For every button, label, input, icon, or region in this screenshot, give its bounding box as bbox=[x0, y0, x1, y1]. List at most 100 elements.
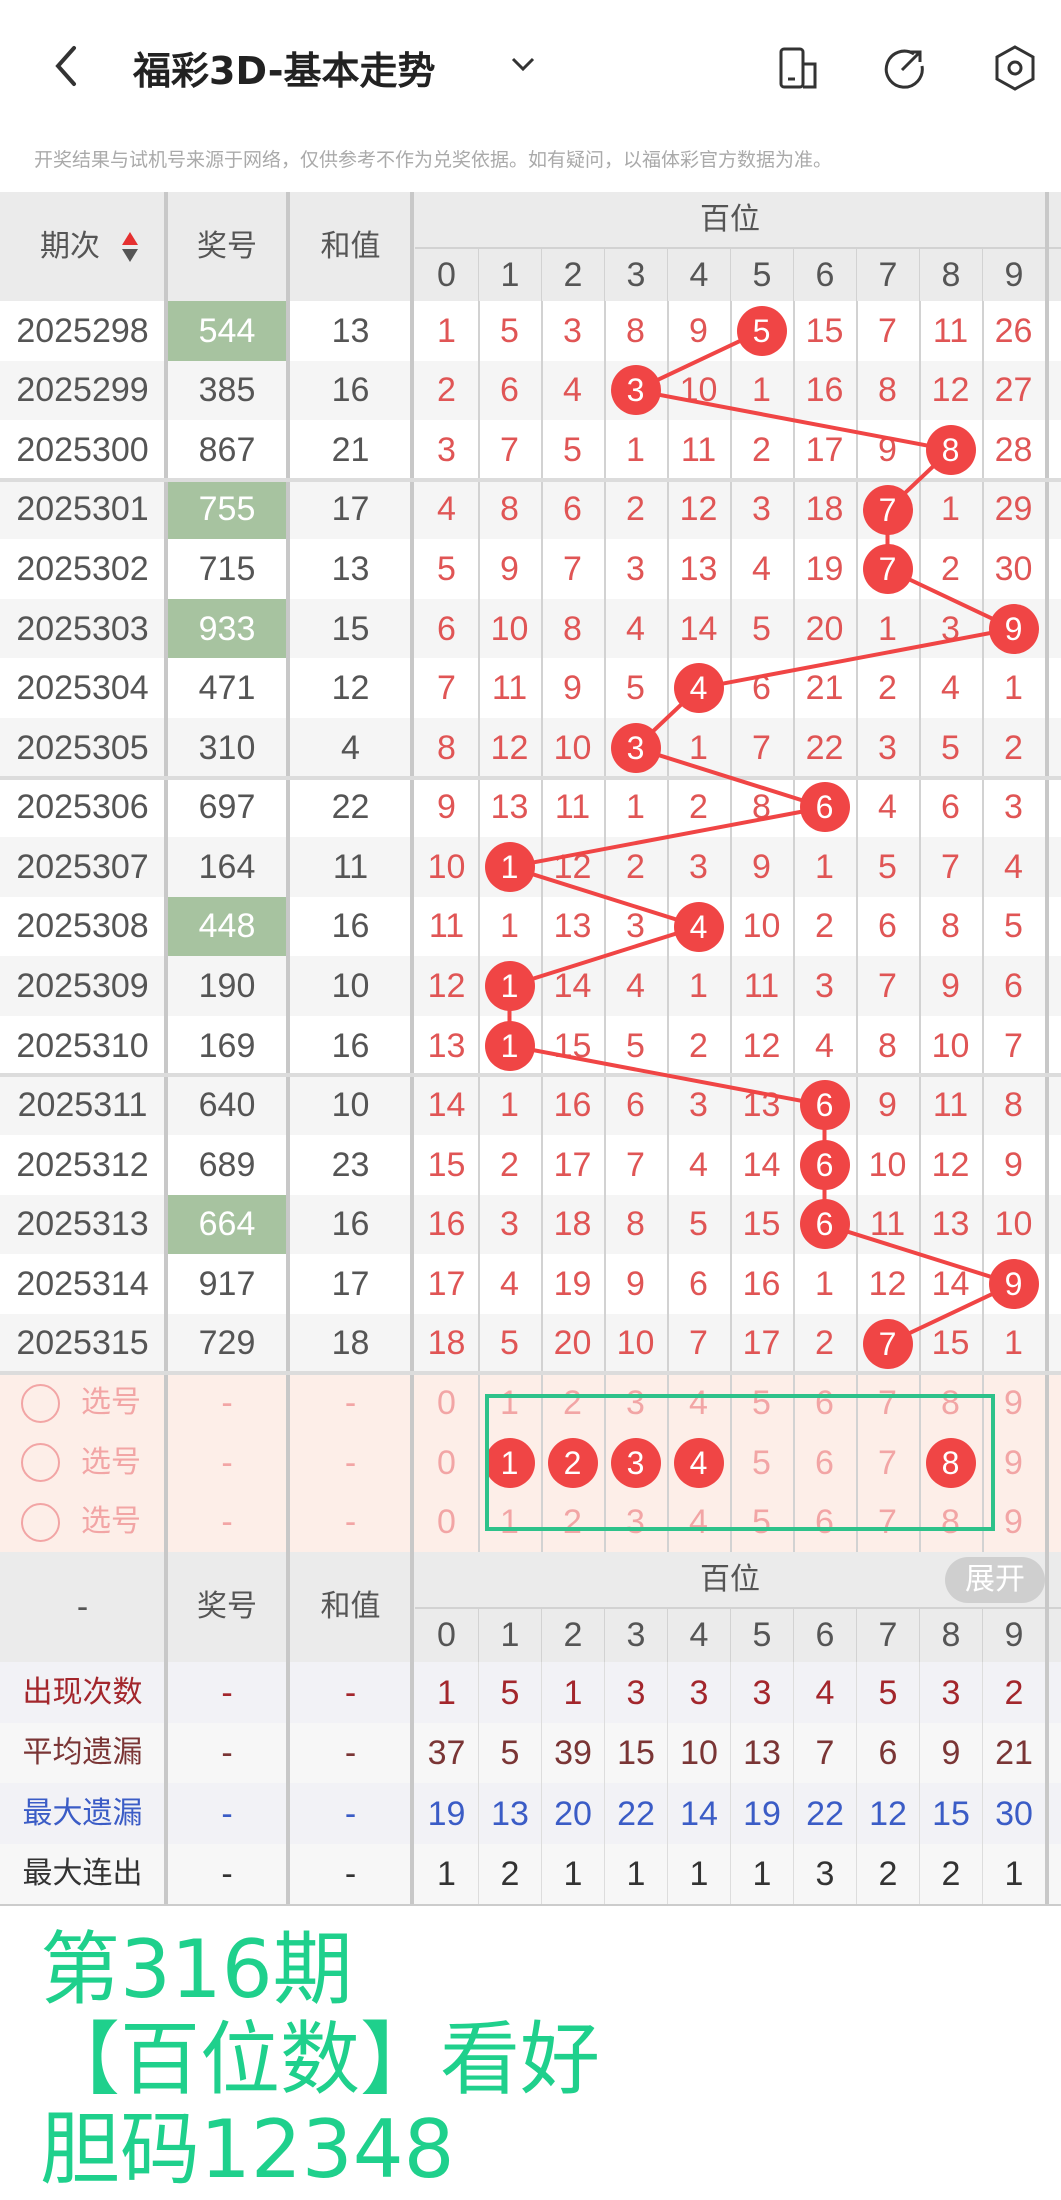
page-title[interactable]: 福彩3D-基本走势 bbox=[133, 49, 436, 93]
period-header[interactable]: 期次 bbox=[40, 228, 100, 264]
period-cell: 2025306 bbox=[16, 788, 149, 827]
omission-cell: 8 bbox=[626, 1205, 645, 1244]
omission-cell: 4 bbox=[437, 490, 456, 529]
sum-cell: - bbox=[344, 1855, 357, 1893]
sum-cell: 22 bbox=[331, 788, 370, 827]
column-divider bbox=[856, 248, 858, 1552]
stats-label: 平均遗漏 bbox=[22, 1735, 143, 1770]
omission-cell: 1 bbox=[1004, 1324, 1023, 1363]
period-cell: 2025300 bbox=[16, 430, 149, 469]
hit-ball: 7 bbox=[862, 484, 913, 535]
column-divider bbox=[982, 248, 984, 1552]
number-cell: 664 bbox=[167, 1194, 287, 1255]
omission-cell: 4 bbox=[752, 550, 771, 589]
omission-cell: 10 bbox=[427, 847, 466, 886]
omission-cell: 9 bbox=[626, 1264, 645, 1303]
omission-cell: 1 bbox=[752, 371, 771, 410]
number-header: 奖号 bbox=[197, 228, 257, 264]
settings-icon[interactable] bbox=[991, 44, 1039, 92]
expand-button[interactable]: 展开 bbox=[945, 1557, 1045, 1603]
select-label[interactable]: 选号 bbox=[81, 1385, 141, 1421]
period-cell: 2025301 bbox=[16, 490, 149, 529]
radio-circle-icon[interactable] bbox=[21, 1443, 60, 1483]
device-switch-icon[interactable] bbox=[775, 44, 823, 92]
group-divider bbox=[0, 477, 1061, 482]
omission-cell: 4 bbox=[1004, 847, 1023, 886]
selected-ball[interactable]: 3 bbox=[610, 1437, 661, 1488]
stats-value: 1 bbox=[667, 1843, 730, 1905]
number-cell: - bbox=[221, 1673, 233, 1712]
select-label[interactable]: 选号 bbox=[81, 1444, 141, 1480]
omission-cell: 1 bbox=[437, 311, 456, 350]
number-cell: - bbox=[221, 1384, 233, 1423]
omission-cell: 9 bbox=[500, 550, 519, 589]
selected-ball[interactable]: 4 bbox=[673, 1437, 724, 1488]
select-digit[interactable]: 9 bbox=[1004, 1503, 1023, 1542]
number-cell: 755 bbox=[167, 479, 287, 540]
omission-cell: 5 bbox=[500, 311, 519, 350]
omission-cell: 11 bbox=[932, 1086, 969, 1125]
omission-cell: 10 bbox=[868, 1145, 907, 1184]
stats-value: 13 bbox=[730, 1722, 793, 1784]
omission-cell: 14 bbox=[553, 967, 592, 1006]
table-row: 2025300 867 21 3 7 5 1 11 2 17 9 28 bbox=[0, 420, 1061, 480]
selected-ball[interactable]: 8 bbox=[925, 1437, 976, 1488]
digit-header: 2 bbox=[541, 1608, 604, 1662]
digit-header: 8 bbox=[919, 248, 982, 301]
sort-up-down-icon[interactable] bbox=[120, 230, 140, 264]
select-digit[interactable]: 9 bbox=[1004, 1384, 1023, 1423]
column-divider bbox=[164, 192, 168, 301]
select-digit[interactable]: 5 bbox=[752, 1443, 771, 1482]
sum-cell: - bbox=[344, 1673, 357, 1712]
omission-cell: 6 bbox=[878, 907, 897, 946]
digit-header: 3 bbox=[604, 248, 667, 301]
omission-cell: 14 bbox=[427, 1086, 466, 1125]
select-digit[interactable]: 0 bbox=[437, 1503, 456, 1542]
omission-cell: 18 bbox=[805, 490, 844, 529]
select-digit[interactable]: 6 bbox=[815, 1443, 834, 1482]
overlay-line1-text: 【百位数】看好 bbox=[40, 2013, 600, 2106]
omission-cell: 22 bbox=[805, 728, 844, 767]
share-icon[interactable] bbox=[880, 44, 928, 92]
number-cell: 448 bbox=[167, 896, 287, 957]
omission-cell: 2 bbox=[752, 430, 771, 469]
select-digit[interactable]: 0 bbox=[437, 1384, 456, 1423]
selected-ball[interactable]: 1 bbox=[484, 1437, 535, 1488]
select-label[interactable]: 选号 bbox=[81, 1504, 141, 1540]
number-cell: 164 bbox=[198, 847, 256, 886]
chevron-left-icon[interactable] bbox=[44, 42, 92, 90]
selected-ball[interactable]: 2 bbox=[547, 1437, 598, 1488]
omission-cell: 10 bbox=[553, 728, 592, 767]
stats-row: 平均遗漏 - - 37 5 39 15 10 13 7 6 9 21 bbox=[0, 1722, 1061, 1784]
omission-cell: 21 bbox=[805, 669, 844, 708]
omission-cell: 17 bbox=[553, 1145, 592, 1184]
stats-value: 20 bbox=[541, 1783, 604, 1844]
select-digit[interactable]: 9 bbox=[1004, 1443, 1023, 1482]
stats-value: 2 bbox=[919, 1843, 982, 1905]
omission-cell: 18 bbox=[553, 1205, 592, 1244]
omission-cell: 5 bbox=[878, 847, 897, 886]
number-cell: 640 bbox=[198, 1086, 256, 1125]
omission-cell: 1 bbox=[500, 907, 519, 946]
omission-cell: 19 bbox=[553, 1264, 592, 1303]
column-divider bbox=[541, 248, 543, 1552]
period-cell: 2025310 bbox=[16, 1026, 149, 1065]
sum-cell: 10 bbox=[331, 1086, 370, 1125]
omission-cell: 15 bbox=[931, 1324, 970, 1363]
column-divider bbox=[410, 1843, 414, 1905]
number-cell: 190 bbox=[198, 967, 256, 1006]
hit-ball: 6 bbox=[799, 1199, 850, 1250]
stats-value: 39 bbox=[541, 1722, 604, 1784]
table-row: 2025298 544 13 1 5 3 8 9 15 7 11 26 bbox=[0, 301, 1061, 361]
omission-cell: 5 bbox=[626, 1026, 645, 1065]
select-digit[interactable]: 7 bbox=[878, 1443, 897, 1482]
chevron-down-icon[interactable] bbox=[503, 44, 543, 84]
number-cell: 689 bbox=[198, 1145, 256, 1184]
omission-cell: 9 bbox=[878, 1086, 897, 1125]
omission-cell: 7 bbox=[689, 1324, 708, 1363]
omission-cell: 7 bbox=[941, 847, 960, 886]
omission-cell: 1 bbox=[1004, 669, 1023, 708]
radio-circle-icon[interactable] bbox=[21, 1383, 60, 1423]
radio-circle-icon[interactable] bbox=[21, 1502, 60, 1542]
select-digit[interactable]: 0 bbox=[437, 1443, 456, 1482]
